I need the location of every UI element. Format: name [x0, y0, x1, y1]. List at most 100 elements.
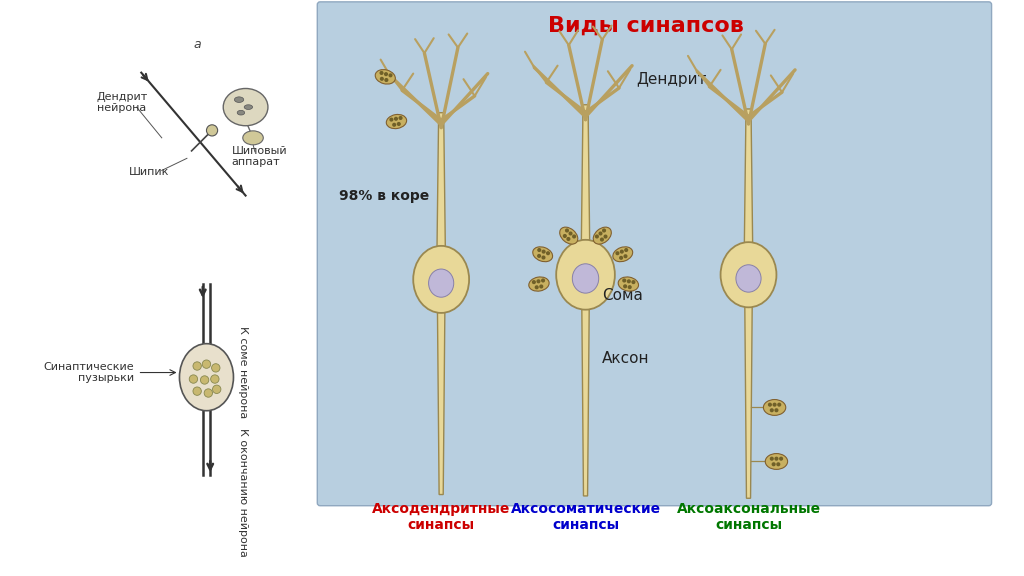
Ellipse shape: [528, 277, 549, 291]
Circle shape: [542, 249, 546, 253]
Circle shape: [535, 285, 539, 289]
Circle shape: [384, 72, 388, 76]
Circle shape: [211, 375, 219, 383]
Circle shape: [396, 122, 400, 126]
Circle shape: [603, 234, 607, 238]
Circle shape: [392, 123, 396, 127]
Text: Аксон: Аксон: [602, 351, 650, 366]
Circle shape: [768, 403, 772, 407]
Ellipse shape: [234, 97, 244, 103]
Text: Дендрит
нейрона: Дендрит нейрона: [96, 92, 147, 113]
Circle shape: [538, 248, 542, 252]
Circle shape: [602, 229, 606, 233]
Polygon shape: [582, 105, 590, 244]
Polygon shape: [582, 305, 589, 496]
Circle shape: [388, 73, 392, 77]
Ellipse shape: [556, 240, 614, 310]
Circle shape: [620, 256, 624, 260]
Circle shape: [627, 279, 631, 283]
Ellipse shape: [386, 115, 407, 128]
Ellipse shape: [179, 344, 233, 411]
Circle shape: [565, 229, 569, 233]
Circle shape: [398, 116, 402, 120]
Circle shape: [779, 457, 783, 461]
Circle shape: [595, 234, 599, 238]
Circle shape: [380, 71, 384, 75]
Circle shape: [600, 237, 604, 241]
Ellipse shape: [765, 453, 787, 469]
Circle shape: [598, 232, 602, 236]
Circle shape: [615, 251, 620, 255]
Text: Шиповый
аппарат: Шиповый аппарат: [231, 146, 288, 167]
Polygon shape: [744, 302, 753, 498]
Text: К окончанию нейрона: К окончанию нейрона: [238, 429, 248, 558]
Circle shape: [203, 360, 211, 368]
Circle shape: [774, 408, 778, 412]
Circle shape: [776, 462, 780, 467]
Ellipse shape: [223, 89, 268, 126]
Circle shape: [772, 403, 776, 407]
Polygon shape: [744, 109, 753, 247]
Ellipse shape: [721, 242, 776, 308]
Text: Аксодендритные
синапсы: Аксодендритные синапсы: [372, 502, 510, 532]
Circle shape: [193, 362, 202, 370]
Circle shape: [537, 279, 541, 283]
Circle shape: [204, 389, 213, 397]
Ellipse shape: [429, 269, 454, 297]
Polygon shape: [437, 113, 445, 251]
Circle shape: [207, 125, 218, 136]
Circle shape: [531, 280, 536, 284]
Text: К соме нейрона: К соме нейрона: [238, 326, 248, 418]
Circle shape: [189, 375, 198, 383]
Circle shape: [777, 403, 781, 407]
Circle shape: [624, 254, 628, 258]
Circle shape: [563, 234, 567, 238]
Circle shape: [628, 285, 632, 289]
Circle shape: [394, 117, 398, 121]
Circle shape: [212, 363, 220, 372]
Circle shape: [572, 234, 577, 238]
Text: Аксосоматические
синапсы: Аксосоматические синапсы: [510, 502, 660, 532]
Ellipse shape: [618, 277, 639, 291]
Circle shape: [384, 78, 388, 82]
Circle shape: [537, 254, 541, 258]
Circle shape: [774, 457, 778, 461]
Text: а: а: [194, 38, 201, 51]
Circle shape: [380, 77, 384, 81]
Ellipse shape: [243, 131, 263, 145]
Circle shape: [623, 278, 627, 283]
Text: Дендрит: Дендрит: [637, 72, 708, 87]
Ellipse shape: [572, 264, 599, 293]
Ellipse shape: [244, 105, 253, 109]
Circle shape: [193, 387, 202, 395]
Circle shape: [213, 385, 221, 393]
Text: 98% в коре: 98% в коре: [339, 188, 429, 203]
Circle shape: [568, 232, 572, 236]
Circle shape: [625, 248, 629, 252]
Circle shape: [540, 285, 544, 289]
Ellipse shape: [560, 227, 578, 244]
Circle shape: [546, 251, 550, 255]
Ellipse shape: [532, 247, 553, 262]
Text: Синаптические
пузырьки: Синаптические пузырьки: [43, 362, 134, 384]
FancyBboxPatch shape: [317, 2, 991, 506]
Ellipse shape: [593, 227, 611, 244]
Text: Виды синапсов: Виды синапсов: [548, 16, 744, 36]
Text: Сома: Сома: [602, 288, 643, 303]
Circle shape: [770, 408, 774, 412]
Ellipse shape: [375, 70, 395, 84]
Circle shape: [541, 278, 545, 283]
Circle shape: [632, 280, 636, 284]
Ellipse shape: [764, 400, 785, 415]
Circle shape: [542, 256, 546, 260]
Circle shape: [623, 285, 627, 289]
Ellipse shape: [238, 111, 245, 115]
Circle shape: [772, 462, 776, 467]
Circle shape: [389, 118, 393, 122]
Text: Аксоаксональные
синапсы: Аксоаксональные синапсы: [677, 502, 820, 532]
Circle shape: [770, 457, 774, 461]
Circle shape: [620, 249, 624, 253]
Circle shape: [201, 376, 209, 384]
Ellipse shape: [414, 246, 469, 313]
Text: Шипик: Шипик: [129, 167, 170, 177]
